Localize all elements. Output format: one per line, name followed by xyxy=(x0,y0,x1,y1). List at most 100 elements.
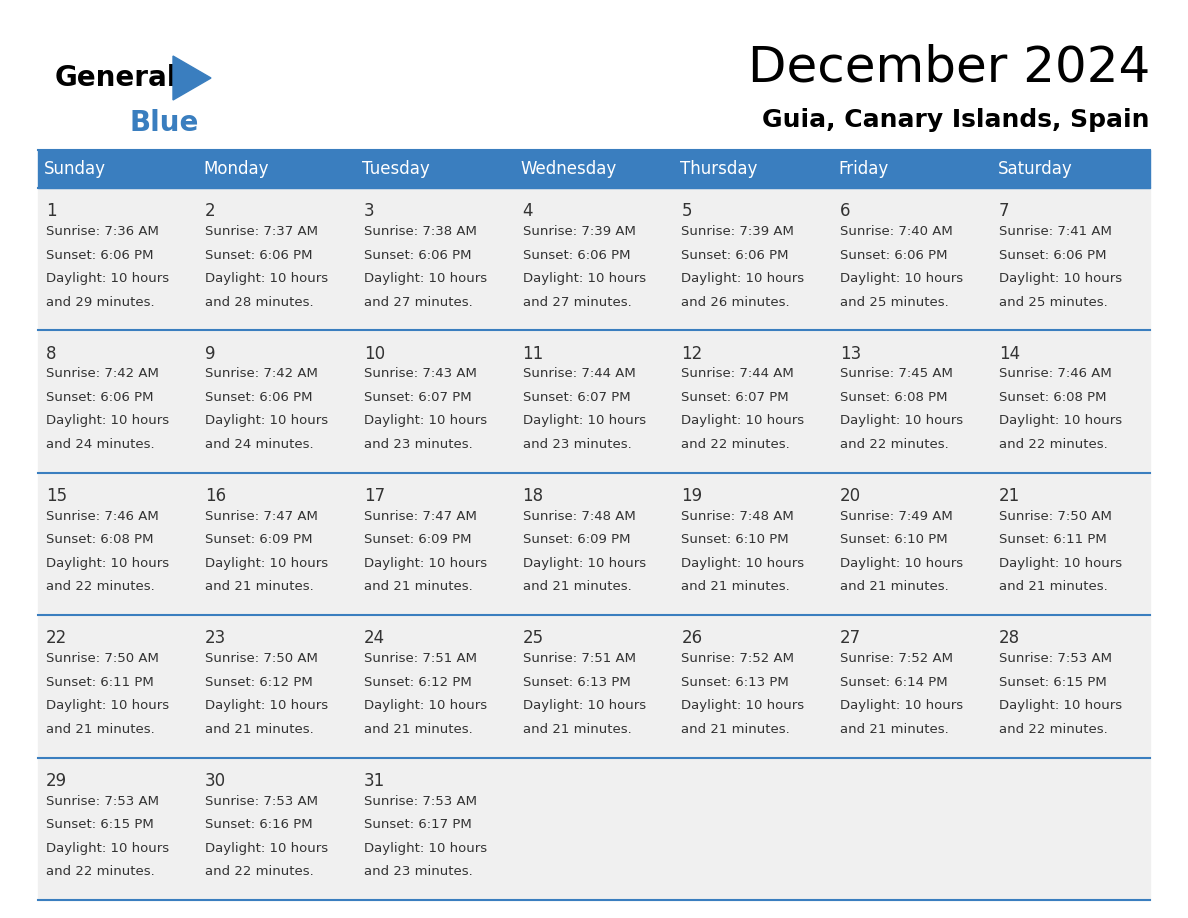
Text: Daylight: 10 hours: Daylight: 10 hours xyxy=(840,557,963,570)
Text: 3: 3 xyxy=(364,202,374,220)
Text: and 21 minutes.: and 21 minutes. xyxy=(204,580,314,593)
Text: Sunset: 6:14 PM: Sunset: 6:14 PM xyxy=(840,676,948,688)
Text: Sunset: 6:06 PM: Sunset: 6:06 PM xyxy=(46,391,153,404)
Text: 11: 11 xyxy=(523,344,544,363)
Text: Daylight: 10 hours: Daylight: 10 hours xyxy=(682,557,804,570)
Text: Sunset: 6:06 PM: Sunset: 6:06 PM xyxy=(46,249,153,262)
Polygon shape xyxy=(173,56,211,100)
Text: 1: 1 xyxy=(46,202,57,220)
Text: 27: 27 xyxy=(840,630,861,647)
Text: Sunrise: 7:42 AM: Sunrise: 7:42 AM xyxy=(46,367,159,380)
Text: Daylight: 10 hours: Daylight: 10 hours xyxy=(999,272,1123,285)
Text: Daylight: 10 hours: Daylight: 10 hours xyxy=(364,272,487,285)
Text: Sunset: 6:06 PM: Sunset: 6:06 PM xyxy=(364,249,472,262)
Text: and 23 minutes.: and 23 minutes. xyxy=(364,438,473,451)
Text: 12: 12 xyxy=(682,344,702,363)
Text: and 22 minutes.: and 22 minutes. xyxy=(840,438,949,451)
Text: Sunrise: 7:53 AM: Sunrise: 7:53 AM xyxy=(46,795,159,808)
Text: Daylight: 10 hours: Daylight: 10 hours xyxy=(523,272,645,285)
Text: and 22 minutes.: and 22 minutes. xyxy=(46,865,154,879)
Text: Sunset: 6:11 PM: Sunset: 6:11 PM xyxy=(999,533,1107,546)
Text: Sunset: 6:10 PM: Sunset: 6:10 PM xyxy=(682,533,789,546)
Text: Daylight: 10 hours: Daylight: 10 hours xyxy=(204,557,328,570)
Text: Sunset: 6:07 PM: Sunset: 6:07 PM xyxy=(364,391,472,404)
Text: Sunrise: 7:36 AM: Sunrise: 7:36 AM xyxy=(46,225,159,238)
Text: Daylight: 10 hours: Daylight: 10 hours xyxy=(364,557,487,570)
Text: and 24 minutes.: and 24 minutes. xyxy=(46,438,154,451)
Text: Daylight: 10 hours: Daylight: 10 hours xyxy=(46,557,169,570)
Text: Sunrise: 7:39 AM: Sunrise: 7:39 AM xyxy=(523,225,636,238)
Text: 10: 10 xyxy=(364,344,385,363)
Text: General: General xyxy=(55,64,177,92)
Text: Sunset: 6:08 PM: Sunset: 6:08 PM xyxy=(999,391,1106,404)
Text: 6: 6 xyxy=(840,202,851,220)
Text: Sunrise: 7:47 AM: Sunrise: 7:47 AM xyxy=(364,509,476,523)
Text: 4: 4 xyxy=(523,202,533,220)
Text: Sunrise: 7:49 AM: Sunrise: 7:49 AM xyxy=(840,509,953,523)
Text: Daylight: 10 hours: Daylight: 10 hours xyxy=(46,272,169,285)
Text: Sunset: 6:16 PM: Sunset: 6:16 PM xyxy=(204,818,312,831)
Text: Sunday: Sunday xyxy=(44,160,107,178)
Text: 8: 8 xyxy=(46,344,57,363)
Text: 23: 23 xyxy=(204,630,226,647)
Text: Daylight: 10 hours: Daylight: 10 hours xyxy=(46,700,169,712)
Bar xyxy=(38,330,1150,473)
Text: and 22 minutes.: and 22 minutes. xyxy=(999,438,1108,451)
Text: Sunset: 6:06 PM: Sunset: 6:06 PM xyxy=(999,249,1106,262)
Text: Saturday: Saturday xyxy=(998,160,1073,178)
Text: and 22 minutes.: and 22 minutes. xyxy=(46,580,154,593)
Text: Sunset: 6:13 PM: Sunset: 6:13 PM xyxy=(523,676,631,688)
Text: Sunset: 6:09 PM: Sunset: 6:09 PM xyxy=(523,533,630,546)
Text: and 25 minutes.: and 25 minutes. xyxy=(999,296,1108,308)
Text: Sunrise: 7:48 AM: Sunrise: 7:48 AM xyxy=(523,509,636,523)
Text: Sunset: 6:09 PM: Sunset: 6:09 PM xyxy=(364,533,472,546)
Text: and 27 minutes.: and 27 minutes. xyxy=(523,296,631,308)
Text: and 21 minutes.: and 21 minutes. xyxy=(682,580,790,593)
Text: 5: 5 xyxy=(682,202,691,220)
Text: Sunrise: 7:45 AM: Sunrise: 7:45 AM xyxy=(840,367,953,380)
Text: and 21 minutes.: and 21 minutes. xyxy=(840,722,949,735)
Text: Monday: Monday xyxy=(203,160,268,178)
Text: 20: 20 xyxy=(840,487,861,505)
Text: and 22 minutes.: and 22 minutes. xyxy=(682,438,790,451)
Text: 24: 24 xyxy=(364,630,385,647)
Text: Sunset: 6:08 PM: Sunset: 6:08 PM xyxy=(46,533,153,546)
Text: 17: 17 xyxy=(364,487,385,505)
Text: Daylight: 10 hours: Daylight: 10 hours xyxy=(523,557,645,570)
Text: and 21 minutes.: and 21 minutes. xyxy=(682,722,790,735)
Text: Sunrise: 7:52 AM: Sunrise: 7:52 AM xyxy=(840,652,953,666)
Text: and 25 minutes.: and 25 minutes. xyxy=(840,296,949,308)
Text: 26: 26 xyxy=(682,630,702,647)
Text: Sunrise: 7:38 AM: Sunrise: 7:38 AM xyxy=(364,225,476,238)
Text: Sunset: 6:17 PM: Sunset: 6:17 PM xyxy=(364,818,472,831)
Text: 21: 21 xyxy=(999,487,1020,505)
Text: Sunrise: 7:39 AM: Sunrise: 7:39 AM xyxy=(682,225,795,238)
Text: Sunset: 6:15 PM: Sunset: 6:15 PM xyxy=(999,676,1107,688)
Text: Daylight: 10 hours: Daylight: 10 hours xyxy=(204,842,328,855)
Text: and 26 minutes.: and 26 minutes. xyxy=(682,296,790,308)
Text: Sunrise: 7:46 AM: Sunrise: 7:46 AM xyxy=(999,367,1112,380)
Text: Daylight: 10 hours: Daylight: 10 hours xyxy=(682,272,804,285)
Text: Daylight: 10 hours: Daylight: 10 hours xyxy=(999,557,1123,570)
Text: and 21 minutes.: and 21 minutes. xyxy=(840,580,949,593)
Text: Sunrise: 7:44 AM: Sunrise: 7:44 AM xyxy=(682,367,794,380)
Text: 25: 25 xyxy=(523,630,544,647)
Text: Sunset: 6:06 PM: Sunset: 6:06 PM xyxy=(682,249,789,262)
Text: 31: 31 xyxy=(364,772,385,789)
Text: and 21 minutes.: and 21 minutes. xyxy=(204,722,314,735)
Text: Daylight: 10 hours: Daylight: 10 hours xyxy=(364,842,487,855)
Text: Daylight: 10 hours: Daylight: 10 hours xyxy=(999,414,1123,428)
Bar xyxy=(38,473,1150,615)
Text: Daylight: 10 hours: Daylight: 10 hours xyxy=(840,414,963,428)
Text: and 21 minutes.: and 21 minutes. xyxy=(46,722,154,735)
Text: and 29 minutes.: and 29 minutes. xyxy=(46,296,154,308)
Text: Sunrise: 7:50 AM: Sunrise: 7:50 AM xyxy=(204,652,317,666)
Bar xyxy=(38,615,1150,757)
Bar xyxy=(38,188,1150,330)
Bar xyxy=(38,150,1150,188)
Text: and 21 minutes.: and 21 minutes. xyxy=(364,580,473,593)
Text: and 21 minutes.: and 21 minutes. xyxy=(523,580,631,593)
Text: Sunset: 6:15 PM: Sunset: 6:15 PM xyxy=(46,818,153,831)
Text: Tuesday: Tuesday xyxy=(362,160,430,178)
Text: Daylight: 10 hours: Daylight: 10 hours xyxy=(204,700,328,712)
